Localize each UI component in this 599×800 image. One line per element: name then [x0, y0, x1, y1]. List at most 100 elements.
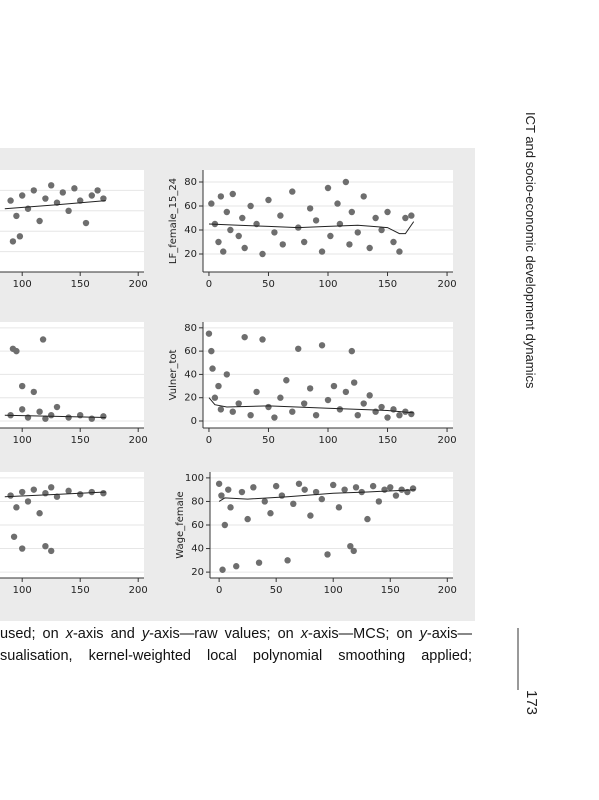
point	[53, 403, 61, 411]
smoothing-line	[218, 489, 416, 502]
smoothing-line	[208, 221, 415, 235]
caption-line: sualisation, kernel-weighted local polyn…	[0, 648, 472, 664]
point	[375, 498, 383, 505]
point	[342, 388, 350, 396]
point	[398, 486, 405, 493]
point	[42, 195, 49, 202]
point	[208, 200, 215, 207]
x-tick-label: 100	[318, 435, 337, 446]
y-tick-label: 80	[184, 323, 197, 334]
point	[318, 495, 326, 503]
point	[215, 238, 222, 246]
point	[408, 410, 415, 418]
point	[330, 481, 337, 489]
point	[235, 400, 242, 407]
x-tick-label: 200	[129, 279, 148, 290]
point	[277, 394, 284, 401]
caption-segment: used; on	[0, 626, 66, 642]
point	[215, 382, 222, 390]
point	[218, 492, 225, 499]
point	[265, 403, 272, 411]
point	[65, 414, 72, 421]
point	[300, 400, 308, 407]
point	[277, 212, 284, 219]
point	[59, 189, 66, 196]
point	[36, 510, 43, 517]
point	[295, 345, 302, 352]
point	[352, 484, 360, 491]
point	[261, 498, 268, 505]
point	[250, 484, 257, 491]
x-tick-label: 200	[438, 435, 457, 446]
x-tick-label: 150	[378, 435, 397, 446]
x-tick-label: 100	[13, 435, 32, 446]
point	[327, 232, 334, 240]
point	[279, 241, 286, 248]
point	[312, 411, 320, 419]
caption-segment: -axis—	[426, 626, 472, 642]
point	[278, 492, 286, 499]
point	[392, 492, 400, 499]
x-tick-label: 50	[262, 435, 275, 446]
point	[88, 415, 96, 422]
point	[7, 197, 14, 204]
point	[408, 212, 415, 219]
point	[30, 388, 37, 396]
point	[384, 414, 391, 421]
point	[30, 486, 37, 493]
point	[271, 414, 278, 421]
point	[312, 217, 320, 224]
point	[71, 185, 78, 192]
point	[94, 187, 101, 194]
point	[88, 192, 96, 199]
point	[217, 406, 225, 413]
point	[215, 480, 223, 487]
point	[284, 557, 291, 564]
x-tick-label: 150	[378, 279, 397, 290]
point	[290, 500, 297, 507]
x-tick-label: 0	[206, 435, 212, 446]
point	[336, 406, 344, 413]
x-tick-label: 50	[270, 585, 283, 596]
point	[384, 208, 391, 216]
point	[100, 490, 107, 497]
x-tick-label: 200	[438, 585, 457, 596]
x-tick-label: 100	[13, 279, 32, 290]
x-tick-label: 0	[206, 279, 212, 290]
point	[318, 248, 326, 255]
point	[347, 543, 354, 550]
point	[381, 486, 388, 493]
point	[241, 333, 248, 341]
y-tick-label: 40	[184, 369, 197, 380]
point	[272, 482, 280, 490]
point	[341, 486, 348, 493]
point	[225, 486, 232, 493]
point	[77, 491, 84, 498]
plot-area	[203, 322, 453, 428]
caption-segment: -axis—MCS; on	[308, 626, 420, 642]
caption-segment: -axis and	[72, 626, 142, 642]
point	[241, 244, 248, 252]
point	[30, 187, 37, 194]
y-axis-label: Vulner_tot	[168, 350, 179, 401]
point	[205, 330, 213, 337]
point	[378, 403, 385, 411]
x-tick-label: 200	[438, 279, 457, 290]
point	[221, 521, 229, 529]
point	[390, 238, 397, 246]
x-tick-label: 150	[71, 435, 90, 446]
point	[65, 207, 72, 214]
point	[324, 551, 331, 558]
point	[229, 190, 236, 198]
point	[387, 484, 394, 491]
point	[255, 559, 263, 566]
point	[348, 347, 356, 355]
caption-segment: y	[419, 626, 427, 642]
point	[42, 543, 49, 550]
point	[396, 411, 403, 419]
point	[9, 238, 17, 245]
y-tick-label: 0	[191, 416, 197, 427]
caption-segment: x	[300, 626, 309, 642]
x-tick-label: 150	[381, 585, 400, 596]
